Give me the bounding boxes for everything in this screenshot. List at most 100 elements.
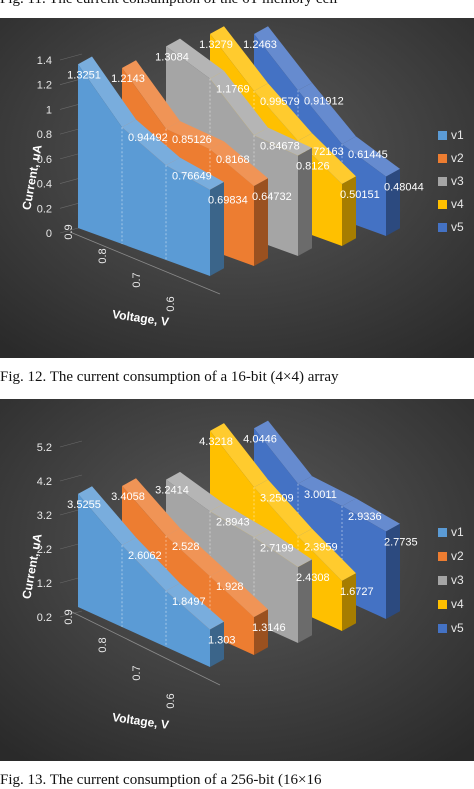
chart2-legend-swatch-v5 [438,624,447,633]
chart1-x-tick-label-1: 0.8 [97,248,109,263]
chart1-data-label-v1-2: 0.76649 [172,170,212,182]
chart1-data-label-v2-0: 1.2143 [111,73,145,85]
figure-caption-bottom: Fig. 13. The current consumption of a 25… [0,772,322,788]
chart1-series-v5-top-1 [298,82,356,145]
chart2-series-v5-top-1 [298,476,356,507]
chart1-data-label-v1-0: 1.3251 [67,69,101,81]
chart1-y-tick-label-1: 1.2 [37,80,52,92]
chart2-series-v3-top-2 [254,529,312,568]
chart2-x-tick-label-3: 0.6 [165,693,177,708]
chart2-data-label-v5-3: 2.7735 [384,537,418,549]
chart1-data-label-v5-1: 0.91912 [304,95,344,107]
chart1-legend-label-v5: v5 [451,220,464,234]
chart2-x-tick-label-2: 0.7 [131,665,143,680]
chart1-data-label-v2-1: 0.85126 [172,134,212,146]
chart1-data-label-v3-2: 0.84678 [260,140,300,152]
chart1-y-tick-label-4: 0.6 [37,154,52,166]
chart2-series-v3-face [166,479,298,643]
chart1-x-tick-label-0: 0.9 [63,224,75,239]
chart2-data-label-v3-3: 2.4308 [296,572,330,584]
chart2-series-v3 [166,471,312,643]
chart1-series-v2-endcap [254,178,268,266]
chart2-series-v3-top-0 [166,471,224,512]
chart2-data-label-v1-2: 1.8497 [172,596,206,608]
chart2-data-label-v1-3: 1.303 [208,634,236,646]
chart2-data-label-v2-1: 2.528 [172,541,200,553]
chart1-series-v2-top-2 [210,141,268,187]
chart2-y-tick-label-0: 5.2 [37,442,52,454]
chart1-data-label-v1-1: 0.94492 [128,132,168,144]
chart2-gridline-5 [59,610,83,618]
chart2-data-label-v5-2: 2.9336 [348,511,382,523]
chart1-x-tick-label-2: 0.7 [131,272,143,287]
chart2-x-tick-label-0: 0.9 [63,609,75,624]
chart1-legend-label-v3: v3 [451,174,464,188]
chart2-data-label-v3-0: 3.2414 [155,485,189,497]
chart2-legend-swatch-v1 [438,528,447,537]
chart1-floor-axis [69,231,221,295]
chart2-data-label-v3-1: 2.8943 [216,516,250,528]
chart2-legend-label-v1: v1 [451,525,464,539]
chart2-data-label-v5-0: 4.0446 [243,433,277,445]
chart1-series-v3-endcap [298,147,312,256]
chart2-series-v2-top-0 [122,478,180,536]
chart1-data-label-v3-0: 1.3084 [155,51,189,63]
chart1-y-tick-label-0: 1.4 [37,55,52,67]
chart1-series-v4-top-2 [298,133,356,185]
chart1-data-label-v4-1: 0.99579 [260,96,300,108]
figure-caption-middle: Fig. 12. The current consumption of a 16… [0,369,339,385]
chart1-data-label-v3-3: 0.8126 [296,161,330,173]
chart2-series-v3-top-1 [210,503,268,538]
chart2-data-label-v1-0: 3.5255 [67,499,101,511]
chart2-series-v1-endcap [210,621,224,667]
figure-caption-top: Fig. 11. The current consumption of the … [0,0,474,8]
chart2-x-tick-label-1: 0.8 [97,637,109,652]
chart1-series-v1-top-1 [122,119,180,166]
chart2-series-v5-top-2 [342,498,400,532]
chart2-series-v2-top-1 [166,528,224,577]
chart1-legend-label-v4: v4 [451,197,464,211]
chart1-series-v3-top-2 [254,127,312,156]
chart1-y-tick-label-2: 1 [46,104,52,116]
chart2-series-v2-face [122,486,254,655]
chart-2-svg: 5.2 4.2 3.2 2.2 1.2 0.2 4.0446 3.0011 2.9336 2.77… [0,399,474,761]
chart2-series-v2-endcap [254,609,268,655]
chart1-legend-swatch-v1 [438,131,447,140]
chart1-series-v1-top-0 [78,56,136,128]
chart1-legend-swatch-v4 [438,200,447,209]
chart2-series-v4-top-1 [254,479,312,537]
chart1-series-v1 [78,56,224,277]
chart2-gridline-0 [59,440,83,448]
chart2-series-v1-face [78,493,210,667]
chart1-data-label-v5-2: 0.61445 [348,149,388,161]
chart2-legend-label-v2: v2 [451,549,464,563]
chart2-series-v2-top-2 [210,568,268,618]
chart1-gridline-0 [59,53,83,61]
chart2-series-v2 [122,478,268,655]
chart1-data-label-v1-3: 0.69834 [208,195,248,207]
chart2-data-label-v4-1: 3.2509 [260,492,294,504]
chart1-series-v4-top-1 [254,83,312,141]
chart2-y-tick-label-5: 0.2 [37,612,52,624]
chart1-data-label-v2-2: 0.8168 [216,154,250,166]
chart2-series-v1-top-1 [122,537,180,591]
chart2-y-tick-label-4: 1.2 [37,578,52,590]
chart1-series-v3-top-1 [210,70,268,136]
chart1-y-tick-label-5: 0.4 [37,179,52,191]
chart2-data-label-v1-1: 2.6062 [128,550,162,562]
chart2-legend-label-v4: v4 [451,597,464,611]
chart2-series-v4-top-0 [210,423,268,488]
chart2-series-v3-endcap [298,559,312,643]
chart1-data-label-v4-2: 0.72163 [304,146,344,158]
chart1-data-label-v4-0: 1.3279 [199,39,233,51]
chart1-legend-swatch-v2 [438,154,447,163]
chart2-series-v1-top-0 [78,486,136,546]
chart2-legend-swatch-v3 [438,576,447,585]
chart1-y-tick-label-6: 0.2 [37,203,52,215]
chart1-series-v2-top-1 [166,121,224,150]
chart1-y-tick-label-7: 0 [46,228,52,240]
chart2-legend-swatch-v4 [438,600,447,609]
chart2-data-label-v3-2: 2.7199 [260,542,294,554]
chart1-series-v5-top-2 [342,136,400,177]
chart2-data-label-v4-3: 1.6727 [340,586,374,598]
